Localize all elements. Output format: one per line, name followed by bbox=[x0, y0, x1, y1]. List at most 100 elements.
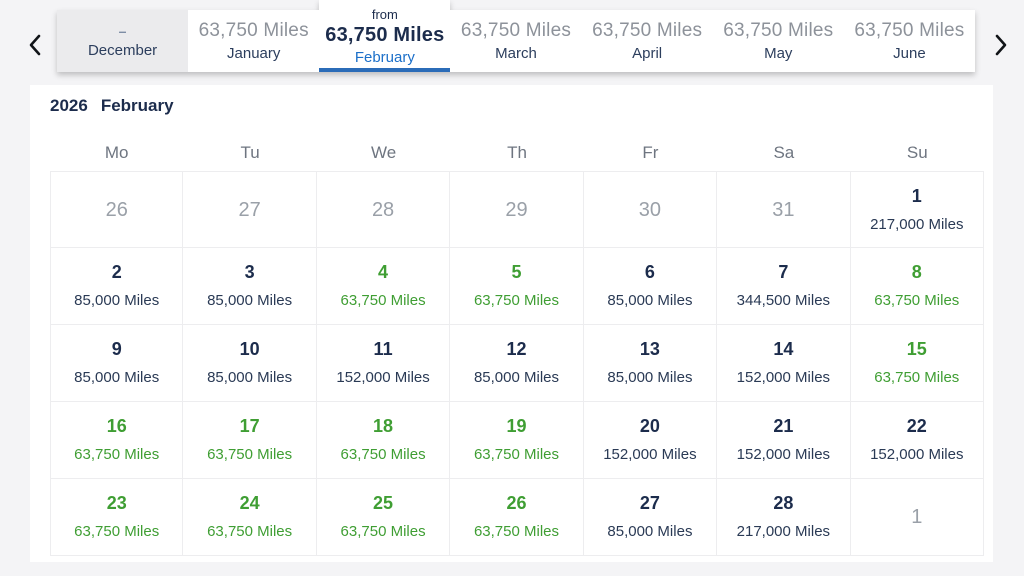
month-tab-february[interactable]: from 63,750 Miles February bbox=[319, 0, 451, 72]
calendar-month: February bbox=[100, 96, 174, 115]
tab-month-label: March bbox=[495, 45, 537, 62]
day-number: 6 bbox=[644, 262, 655, 282]
day-cell[interactable]: 18 63,750 Miles bbox=[316, 402, 451, 479]
day-cell[interactable]: 14 152,000 Miles bbox=[717, 325, 851, 402]
miles-price: 63,750 Miles bbox=[207, 446, 293, 463]
day-cell[interactable]: 28 217,000 Miles bbox=[717, 479, 851, 556]
calendar-year: 2026 bbox=[50, 96, 88, 115]
day-cell[interactable]: 23 63,750 Miles bbox=[50, 479, 184, 556]
day-cell[interactable]: 10 85,000 Miles bbox=[183, 325, 317, 402]
day-number: 27 bbox=[639, 493, 660, 513]
tab-price-label: 63,750 Miles bbox=[325, 23, 445, 46]
day-number: 26 bbox=[506, 493, 527, 513]
day-cell: 28 bbox=[316, 171, 451, 248]
miles-price: 63,750 Miles bbox=[340, 292, 426, 309]
month-tab-december[interactable]: – December bbox=[57, 10, 189, 72]
day-cell[interactable]: 5 63,750 Miles bbox=[450, 248, 584, 325]
miles-price: 63,750 Miles bbox=[473, 292, 560, 309]
day-cell[interactable]: 6 85,000 Miles bbox=[583, 248, 718, 325]
day-cell[interactable]: 16 63,750 Miles bbox=[50, 402, 184, 479]
day-cell[interactable]: 20 152,000 Miles bbox=[583, 402, 718, 479]
day-cell[interactable]: 7 344,500 Miles bbox=[717, 248, 851, 325]
day-number: 10 bbox=[239, 339, 260, 359]
miles-price: 63,750 Miles bbox=[473, 446, 560, 463]
day-cell[interactable]: 15 63,750 Miles bbox=[850, 325, 984, 402]
month-tab-january[interactable]: 63,750 Miles January bbox=[188, 10, 320, 72]
chevron-left-icon bbox=[28, 34, 42, 59]
day-number: 27 bbox=[238, 199, 261, 221]
day-cell[interactable]: 3 85,000 Miles bbox=[183, 248, 317, 325]
day-cell: 27 bbox=[183, 171, 317, 248]
day-number: 1 bbox=[911, 186, 922, 206]
day-cell[interactable]: 21 152,000 Miles bbox=[717, 402, 851, 479]
day-cell[interactable]: 25 63,750 Miles bbox=[316, 479, 451, 556]
day-number: 2 bbox=[111, 262, 122, 282]
day-number: 1 bbox=[911, 506, 923, 528]
tab-month-label: April bbox=[632, 45, 663, 62]
tab-month-label: May bbox=[764, 45, 793, 62]
miles-price: 85,000 Miles bbox=[207, 292, 293, 309]
tab-price-label: 63,750 Miles bbox=[854, 20, 965, 41]
day-cell[interactable]: 26 63,750 Miles bbox=[450, 479, 584, 556]
day-cell[interactable]: 8 63,750 Miles bbox=[850, 248, 984, 325]
day-cell[interactable]: 12 85,000 Miles bbox=[450, 325, 584, 402]
weekday-label: Mo bbox=[104, 143, 129, 162]
day-number: 3 bbox=[244, 262, 255, 282]
day-number: 4 bbox=[378, 262, 389, 282]
day-cell[interactable]: 27 85,000 Miles bbox=[583, 479, 718, 556]
tab-month-label: January bbox=[227, 45, 281, 62]
day-cell: 26 bbox=[50, 171, 184, 248]
day-number: 9 bbox=[111, 339, 122, 359]
day-number: 26 bbox=[105, 199, 128, 221]
miles-price: 63,750 Miles bbox=[874, 369, 960, 386]
tab-month-label: February bbox=[354, 48, 415, 66]
chevron-right-icon bbox=[994, 34, 1008, 59]
day-cell: 30 bbox=[583, 171, 718, 248]
day-number: 28 bbox=[773, 493, 794, 513]
month-tab-may[interactable]: 63,750 Miles May bbox=[712, 10, 844, 72]
day-cell[interactable]: 17 63,750 Miles bbox=[183, 402, 317, 479]
miles-price: 217,000 Miles bbox=[736, 523, 831, 540]
day-cell[interactable]: 22 152,000 Miles bbox=[850, 402, 984, 479]
day-number: 11 bbox=[373, 339, 393, 359]
tab-month-label: December bbox=[87, 42, 158, 59]
day-number: 17 bbox=[239, 416, 260, 436]
weekday-header-row: Mo Tu We Th Fr Sa Su bbox=[50, 138, 984, 168]
prev-month-button[interactable] bbox=[20, 30, 50, 62]
month-tab-april[interactable]: 63,750 Miles April bbox=[581, 10, 713, 72]
miles-price: 63,750 Miles bbox=[74, 446, 160, 463]
miles-price: 152,000 Miles bbox=[736, 369, 831, 386]
month-tab-june[interactable]: 63,750 Miles June bbox=[843, 10, 975, 72]
day-number: 16 bbox=[106, 416, 127, 436]
miles-price: 217,000 Miles bbox=[870, 216, 964, 233]
day-number: 14 bbox=[773, 339, 794, 359]
miles-price: 85,000 Miles bbox=[473, 369, 560, 386]
miles-price: 85,000 Miles bbox=[607, 369, 693, 386]
miles-price: 63,750 Miles bbox=[74, 523, 160, 540]
day-cell[interactable]: 19 63,750 Miles bbox=[450, 402, 584, 479]
day-cell[interactable]: 2 85,000 Miles bbox=[50, 248, 184, 325]
miles-price: 85,000 Miles bbox=[607, 523, 693, 540]
miles-price: 85,000 Miles bbox=[607, 292, 693, 309]
award-calendar-panel: 2026 February Mo Tu We Th Fr Sa Su 26 27 28 29 30 3… bbox=[30, 85, 993, 562]
day-cell[interactable]: 9 85,000 Miles bbox=[50, 325, 184, 402]
miles-price: 152,000 Miles bbox=[336, 369, 430, 386]
day-cell[interactable]: 11 152,000 Miles bbox=[316, 325, 451, 402]
day-number: 19 bbox=[506, 416, 527, 436]
day-number: 31 bbox=[772, 199, 795, 221]
day-cell[interactable]: 24 63,750 Miles bbox=[183, 479, 317, 556]
miles-price: 152,000 Miles bbox=[736, 446, 831, 463]
day-number: 28 bbox=[371, 199, 395, 221]
miles-price: 63,750 Miles bbox=[340, 523, 426, 540]
miles-price: 63,750 Miles bbox=[207, 523, 293, 540]
tab-price-label: 63,750 Miles bbox=[460, 20, 572, 41]
next-month-button[interactable] bbox=[986, 30, 1016, 62]
day-number: 24 bbox=[239, 493, 260, 513]
month-tab-march[interactable]: 63,750 Miles March bbox=[450, 10, 582, 72]
day-cell[interactable]: 1 217,000 Miles bbox=[850, 171, 984, 248]
tab-from-label: from bbox=[371, 6, 398, 22]
day-cell[interactable]: 13 85,000 Miles bbox=[583, 325, 718, 402]
miles-price: 85,000 Miles bbox=[207, 369, 293, 386]
day-cell: 29 bbox=[450, 171, 584, 248]
day-cell[interactable]: 4 63,750 Miles bbox=[316, 248, 451, 325]
